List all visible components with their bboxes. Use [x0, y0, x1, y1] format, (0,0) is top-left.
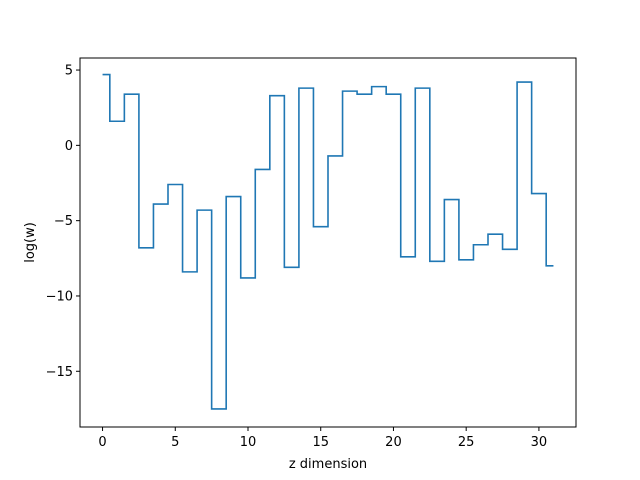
y-tick-label: −10 [46, 289, 73, 304]
y-tick-label: 5 [65, 64, 73, 79]
x-tick-label: 0 [98, 435, 106, 450]
x-tick-label: 20 [385, 435, 402, 450]
y-tick-label: −5 [54, 214, 73, 229]
x-tick-label: 25 [458, 435, 475, 450]
y-axis-label: log(w) [23, 222, 38, 263]
x-tick-label: 5 [171, 435, 179, 450]
x-tick-label: 30 [531, 435, 548, 450]
y-tick-label: −15 [46, 365, 73, 380]
series-line [102, 73, 554, 410]
y-tick-label: 0 [65, 139, 73, 154]
x-tick-label: 10 [240, 435, 257, 450]
axes-frame [79, 57, 577, 428]
y-axis: 5 0 −5 −10 −15 [46, 64, 80, 380]
x-axis: 0 5 10 15 20 25 30 [98, 427, 547, 450]
x-axis-label: z dimension [289, 457, 367, 472]
plot-area [102, 73, 554, 410]
x-tick-label: 15 [312, 435, 329, 450]
